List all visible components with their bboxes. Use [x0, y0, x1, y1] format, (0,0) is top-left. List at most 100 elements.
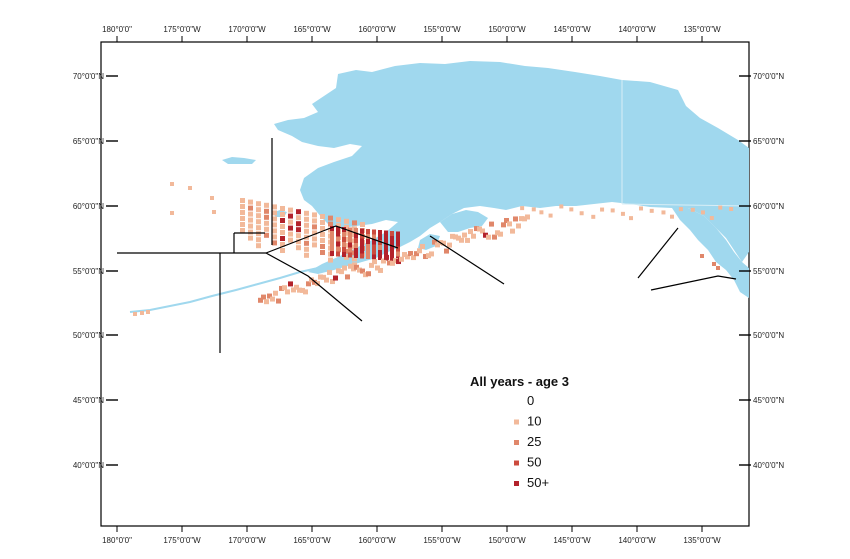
- sample-cell: [309, 277, 314, 283]
- sample-cell: [300, 287, 305, 293]
- sample-cell: [384, 245, 388, 251]
- sample-cell: [360, 222, 365, 227]
- sample-cell: [348, 227, 352, 233]
- sample-cell: [495, 230, 500, 236]
- sample-cell: [718, 205, 723, 210]
- sample-cell: [312, 218, 317, 224]
- sample-cell: [240, 198, 245, 203]
- legend-item-label: 50+: [527, 475, 549, 490]
- sample-cell: [261, 294, 266, 300]
- sample-cell: [447, 242, 452, 248]
- sample-cell: [629, 216, 634, 221]
- sample-cell: [320, 232, 325, 237]
- lon-tick-label-top: 140°0'0"W: [618, 25, 656, 34]
- sample-cell: [366, 271, 371, 277]
- sample-cell: [504, 217, 509, 223]
- sample-cell: [729, 207, 734, 212]
- sample-cell: [272, 210, 277, 216]
- sample-cell: [170, 182, 174, 186]
- sample-cell: [342, 232, 346, 237]
- sample-cell: [372, 259, 377, 265]
- sample-cell: [474, 226, 479, 232]
- lon-tick-label-bottom: 155°0'0"W: [423, 536, 461, 545]
- sample-cell: [336, 236, 340, 242]
- sample-cell: [344, 248, 349, 254]
- sample-cell: [264, 226, 269, 232]
- sample-cell: [354, 253, 358, 258]
- sample-cell: [248, 217, 253, 223]
- sample-cell: [330, 236, 334, 241]
- lon-tick-label-bottom: 180°0'0": [102, 536, 132, 545]
- sample-cell: [328, 215, 333, 221]
- sample-cell: [408, 251, 413, 257]
- sample-cell: [264, 232, 269, 238]
- sample-cell: [465, 237, 470, 243]
- sample-cell: [264, 220, 269, 226]
- management-boundaries: [117, 138, 737, 353]
- sample-cell: [405, 254, 410, 260]
- sample-cell: [348, 237, 352, 243]
- sample-cell: [297, 287, 302, 293]
- sample-cell: [489, 221, 494, 227]
- sample-cell: [328, 221, 333, 227]
- sample-cell: [378, 235, 382, 240]
- sample-cell: [531, 207, 536, 212]
- sample-cell: [288, 225, 293, 231]
- sample-cell: [285, 289, 290, 295]
- sample-cell: [272, 240, 277, 246]
- sample-cell: [429, 251, 434, 257]
- sample-cell: [369, 262, 374, 268]
- sample-cell: [360, 238, 364, 244]
- lon-tick-label-bottom: 145°0'0"W: [553, 536, 591, 545]
- sample-cell: [304, 252, 309, 258]
- sample-cell: [248, 205, 253, 211]
- sample-cell: [248, 199, 253, 205]
- sample-cell: [390, 246, 394, 251]
- sample-cell: [354, 243, 358, 248]
- sample-cell: [366, 254, 370, 259]
- sample-cell: [483, 232, 488, 238]
- aleutian-chain: [129, 267, 319, 313]
- sample-cell: [384, 240, 388, 246]
- sample-cell: [384, 235, 388, 241]
- sample-cell: [591, 214, 596, 219]
- sample-cell: [296, 215, 301, 221]
- sample-cell: [256, 237, 261, 243]
- sample-cell: [360, 243, 364, 249]
- sample-cell: [396, 231, 400, 237]
- lon-tick-label-top: 165°0'0"W: [293, 25, 331, 34]
- sample-cell: [559, 204, 564, 209]
- lat-tick-label-right: 70°0'0"N: [753, 72, 784, 81]
- sample-cell: [330, 241, 334, 246]
- lat-tick-label-right: 50°0'0"N: [753, 331, 784, 340]
- sample-cell: [312, 279, 317, 285]
- sample-cell: [320, 244, 325, 249]
- sample-cell: [258, 297, 263, 303]
- alaska-mainland: [274, 61, 749, 274]
- sample-cell: [342, 237, 346, 242]
- sample-cell: [354, 248, 358, 253]
- sample-cell: [354, 228, 358, 233]
- sample-cell: [450, 233, 455, 239]
- sample-cell: [336, 268, 341, 274]
- sample-cell: [579, 211, 584, 216]
- sample-cell: [288, 281, 293, 287]
- boundary-line: [637, 227, 679, 279]
- sample-cell: [387, 260, 392, 266]
- sample-cell: [312, 224, 317, 230]
- sample-cell: [459, 237, 464, 243]
- lat-tick-label-left: 40°0'0"N: [73, 461, 104, 470]
- sample-cell: [280, 206, 285, 211]
- lon-tick-label-top: 145°0'0"W: [553, 25, 591, 34]
- sample-cell: [212, 210, 216, 214]
- sample-cell: [188, 186, 192, 190]
- sample-cell: [384, 230, 388, 236]
- sample-cell: [320, 250, 325, 255]
- sample-cell: [354, 233, 358, 238]
- sample-cell: [264, 214, 269, 220]
- lat-tick-label-left: 70°0'0"N: [73, 72, 104, 81]
- lat-tick-label-left: 55°0'0"N: [73, 267, 104, 276]
- legend-item-label: 50: [527, 455, 541, 470]
- sample-cell: [330, 226, 334, 231]
